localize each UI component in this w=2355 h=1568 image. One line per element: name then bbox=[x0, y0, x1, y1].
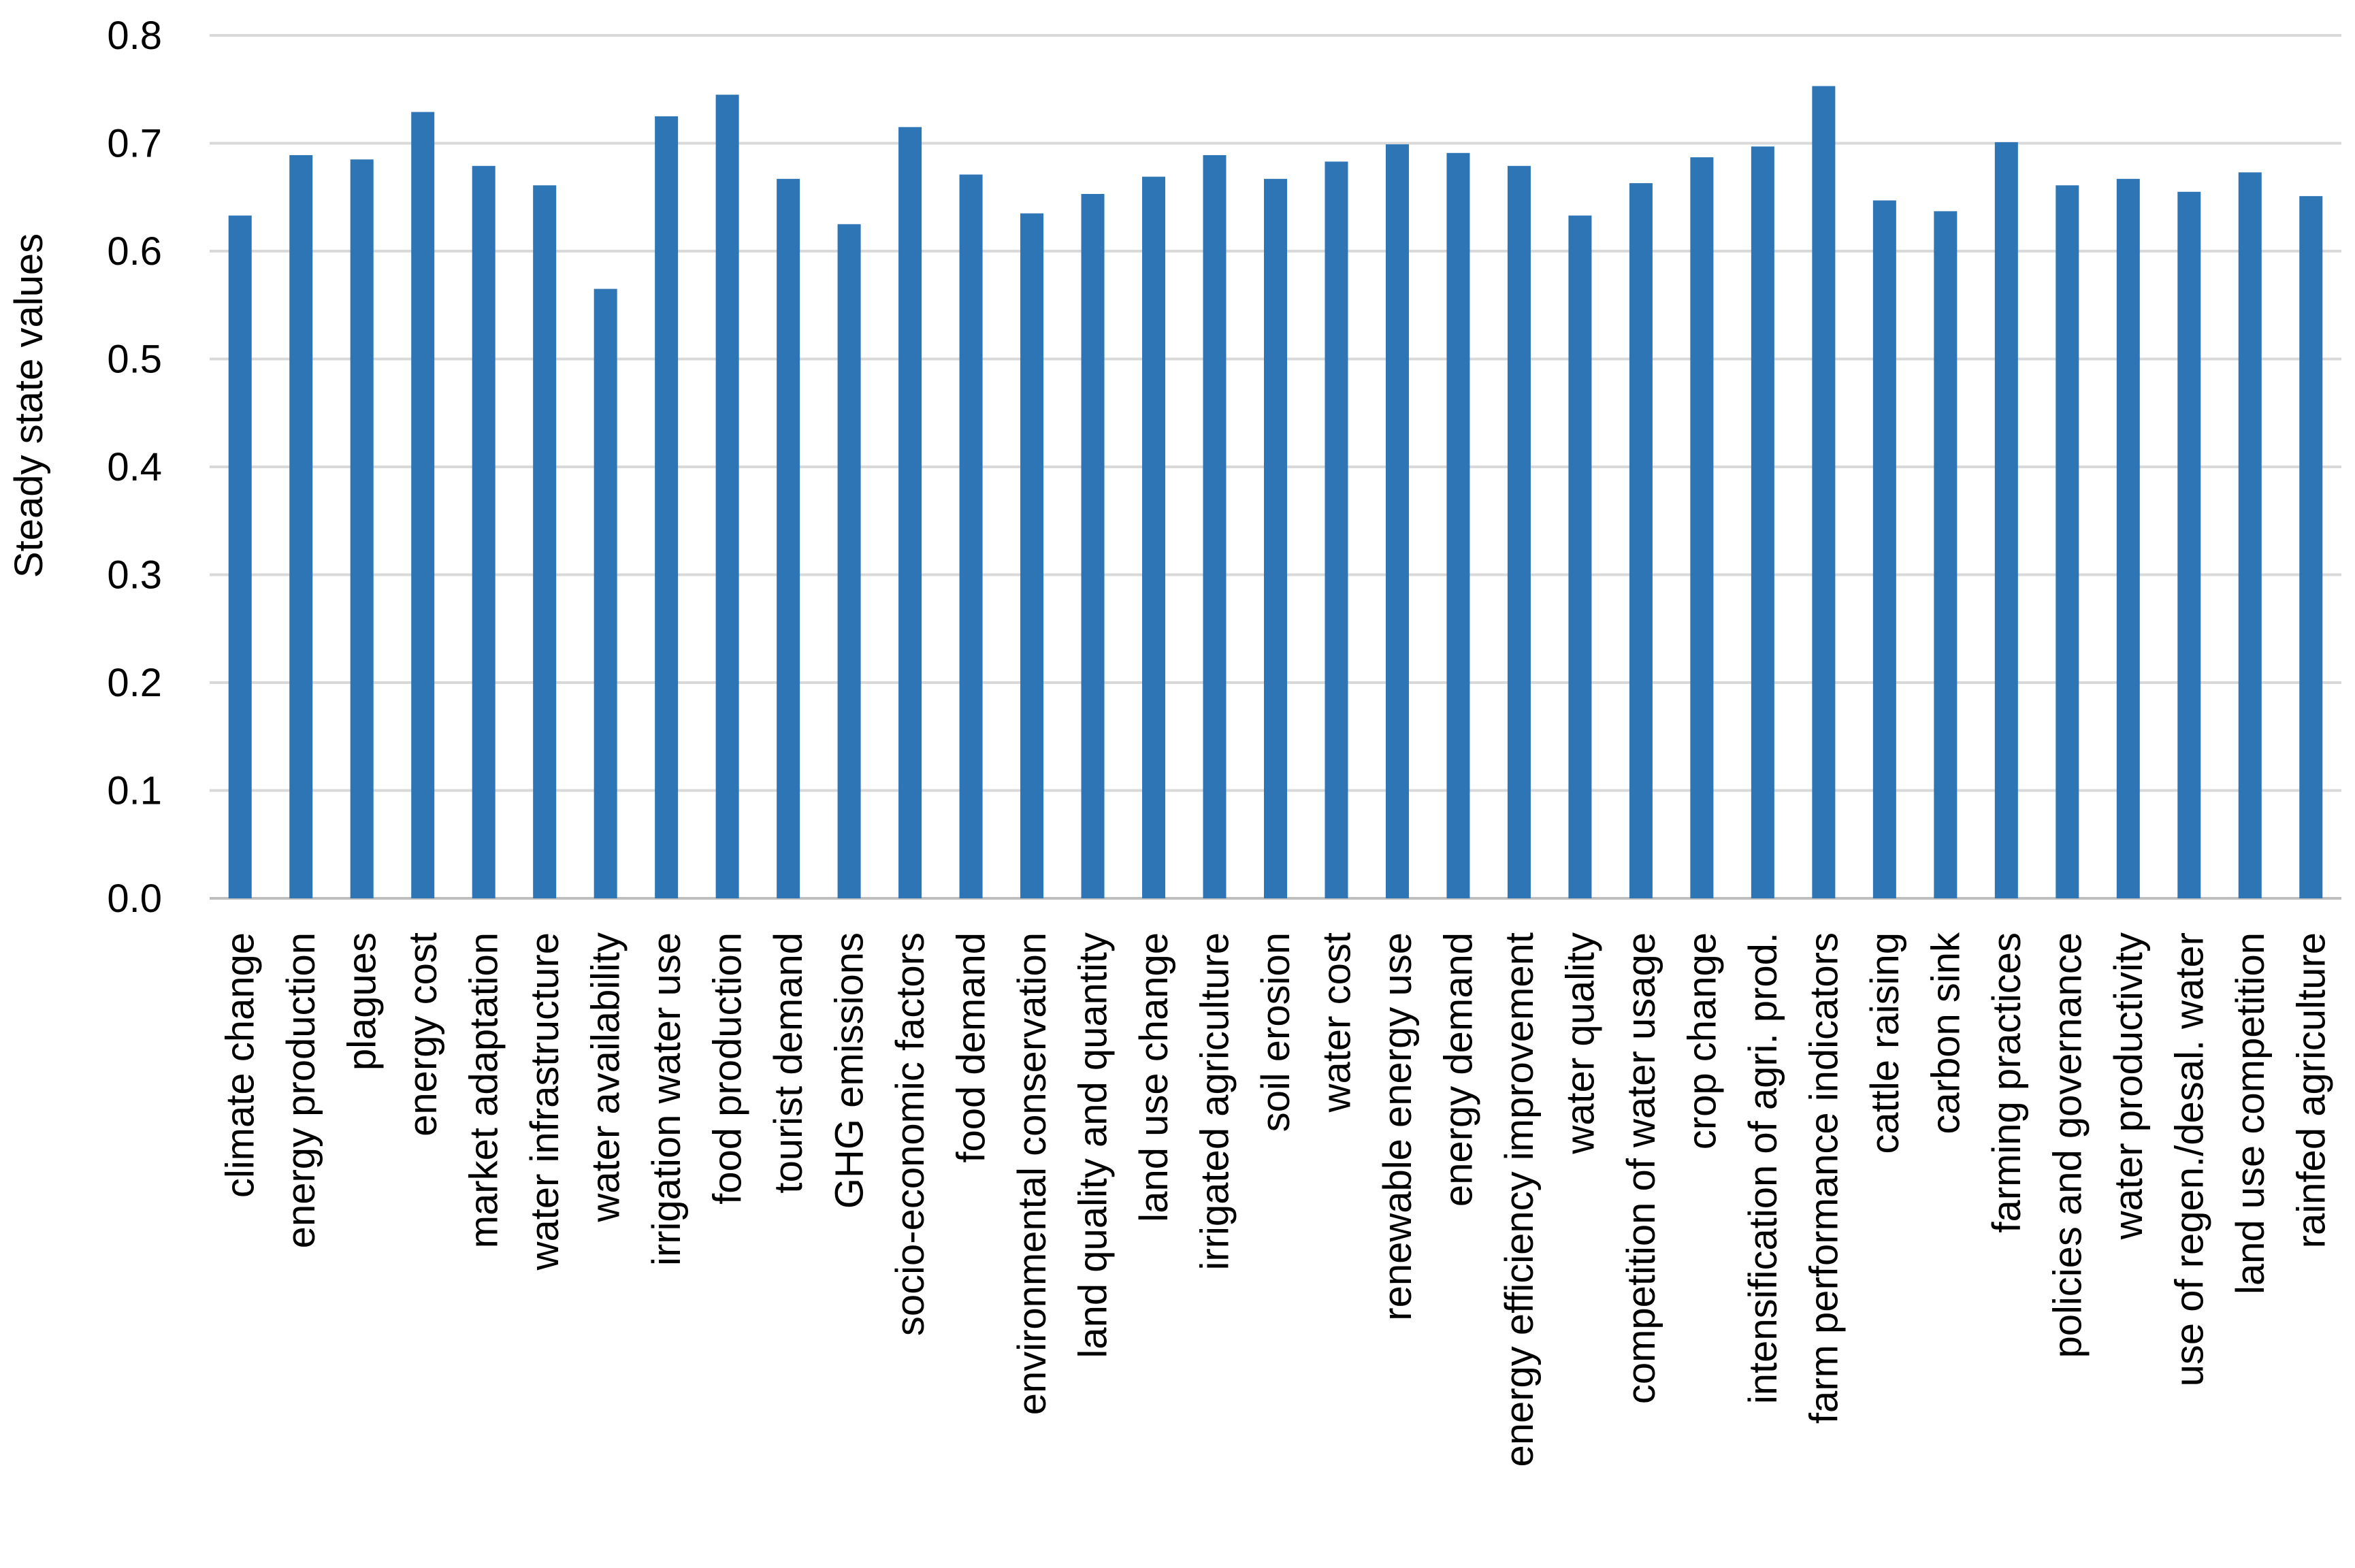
category-label: intensification of agri. prod. bbox=[1741, 932, 1785, 1404]
category-label: land quality and quantity bbox=[1071, 932, 1116, 1358]
bar bbox=[411, 112, 435, 898]
y-tick-label: 0.5 bbox=[107, 338, 162, 382]
bar bbox=[1690, 157, 1714, 899]
bar bbox=[655, 116, 679, 898]
bar bbox=[228, 215, 252, 898]
category-labels: climate change energy production plagues en… bbox=[218, 932, 2334, 1467]
category-label: water cost bbox=[1314, 932, 1359, 1113]
bar bbox=[2056, 185, 2079, 899]
bar bbox=[898, 127, 922, 899]
category-label: crop change bbox=[1680, 932, 1724, 1149]
category-label: energy demand bbox=[1436, 932, 1480, 1207]
category-label: energy cost bbox=[401, 932, 445, 1137]
category-label: irrigated agriculture bbox=[1193, 932, 1237, 1270]
category-label: cattle raising bbox=[1863, 932, 1907, 1154]
category-label: tourist demand bbox=[766, 932, 811, 1194]
category-label: socio-economic factors bbox=[888, 932, 932, 1336]
category-label: carbon sink bbox=[1923, 932, 1968, 1134]
y-tick-label: 0.2 bbox=[107, 661, 162, 705]
bars bbox=[228, 86, 2323, 899]
bar bbox=[1020, 213, 1044, 898]
bar bbox=[1142, 176, 1166, 898]
bar bbox=[1751, 146, 1774, 898]
y-tick-label: 0.1 bbox=[107, 769, 162, 813]
bar bbox=[472, 165, 496, 898]
category-label: environmental conservation bbox=[1010, 932, 1054, 1415]
category-label: land use change bbox=[1132, 932, 1176, 1222]
category-label: food production bbox=[706, 932, 750, 1205]
category-label: water productivity bbox=[2107, 932, 2151, 1240]
bar bbox=[1812, 86, 1836, 899]
bar bbox=[2116, 178, 2140, 899]
category-label: water infrastructure bbox=[523, 932, 567, 1271]
bar bbox=[1629, 183, 1653, 898]
category-label: rainfed agriculture bbox=[2289, 932, 2333, 1248]
bar bbox=[1203, 154, 1227, 898]
bar bbox=[1872, 200, 1896, 898]
y-tick-label: 0.6 bbox=[107, 229, 162, 274]
bar bbox=[715, 95, 739, 898]
bar bbox=[959, 174, 983, 899]
bar bbox=[350, 159, 374, 898]
y-tick-label: 0.0 bbox=[107, 877, 162, 921]
category-label: water quality bbox=[1558, 932, 1602, 1155]
bar bbox=[777, 178, 800, 899]
bar bbox=[837, 224, 861, 898]
y-tick-label: 0.4 bbox=[107, 445, 162, 489]
bar bbox=[594, 289, 617, 899]
category-label: renewable energy use bbox=[1376, 932, 1420, 1321]
category-label: water availability bbox=[584, 932, 628, 1223]
category-label: energy efficiency improvement bbox=[1497, 932, 1542, 1467]
category-label: policies and governance bbox=[2045, 932, 2090, 1358]
bar bbox=[1507, 165, 1531, 898]
bar bbox=[1081, 193, 1105, 898]
y-axis-title: Steady state values bbox=[7, 233, 51, 578]
category-label: food demand bbox=[949, 932, 994, 1163]
y-tick-label: 0.8 bbox=[107, 14, 162, 58]
category-label: use of regen./desal. water bbox=[2167, 932, 2211, 1386]
bar bbox=[1934, 211, 1958, 899]
bar bbox=[2177, 191, 2201, 899]
bar bbox=[1568, 215, 1592, 898]
y-tick-labels: 0.0 0.1 0.2 0.3 0.4 0.5 0.6 0.7 0.8 bbox=[107, 14, 162, 921]
bar bbox=[1264, 178, 1287, 899]
category-label: farming practices bbox=[1985, 932, 2029, 1233]
category-label: plagues bbox=[340, 932, 385, 1071]
category-label: competition of water usage bbox=[1619, 932, 1663, 1404]
bar bbox=[1446, 152, 1470, 898]
category-label: GHG emissions bbox=[828, 932, 872, 1209]
category-label: land use competition bbox=[2228, 932, 2273, 1294]
bar bbox=[1385, 144, 1409, 899]
bar bbox=[1994, 142, 2018, 898]
category-label: irrigation water use bbox=[645, 932, 689, 1266]
bar bbox=[2238, 172, 2262, 898]
category-label: market adaptation bbox=[462, 932, 506, 1248]
bar bbox=[289, 154, 313, 898]
bar bbox=[2299, 196, 2323, 898]
y-tick-label: 0.3 bbox=[107, 553, 162, 598]
category-label: soil erosion bbox=[1254, 932, 1298, 1132]
category-label: farm performance indicators bbox=[1802, 932, 1846, 1424]
bar bbox=[533, 185, 557, 899]
y-tick-label: 0.7 bbox=[107, 122, 162, 166]
bar bbox=[1325, 161, 1348, 898]
category-label: climate change bbox=[218, 932, 263, 1198]
category-label: energy production bbox=[279, 932, 323, 1248]
